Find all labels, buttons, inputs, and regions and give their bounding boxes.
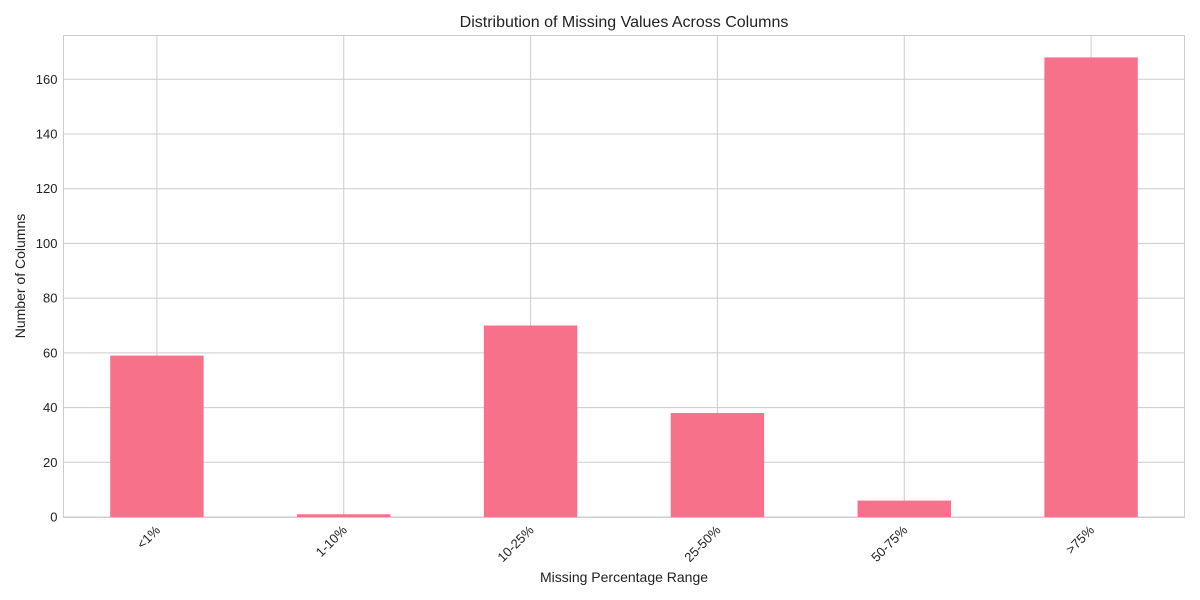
- x-tick-label: <1%: [134, 522, 164, 552]
- x-tick-label: 25-50%: [681, 522, 724, 565]
- chart-title: Distribution of Missing Values Across Co…: [460, 14, 789, 31]
- plot-area-frame: [63, 35, 1185, 518]
- bar: [297, 514, 391, 517]
- y-tick-label: 160: [36, 72, 58, 87]
- y-tick-label: 80: [43, 291, 57, 306]
- x-axis-ticks: <1% 1-10% 10-25% 25-50% 50-75% >75%: [134, 522, 1098, 565]
- y-tick-label: 40: [43, 400, 57, 415]
- y-tick-label: 60: [43, 345, 57, 360]
- x-tick-label: 50-75%: [868, 522, 911, 565]
- y-tick-label: 140: [36, 126, 58, 141]
- y-tick-label: 0: [50, 510, 57, 525]
- x-tick-label: >75%: [1063, 522, 1098, 557]
- bar: [670, 413, 765, 517]
- y-axis-ticks: 0 20 40 60 80 100 120 140 160: [36, 72, 58, 525]
- y-tick-label: 20: [43, 455, 57, 470]
- y-axis-label: Number of Columns: [12, 214, 28, 339]
- grid: [63, 35, 1185, 518]
- y-tick-label: 120: [36, 181, 58, 196]
- x-tick-label: 1-10%: [313, 522, 350, 559]
- x-tick-label: 10-25%: [494, 522, 537, 565]
- bars: [110, 57, 1138, 518]
- bar: [483, 325, 578, 517]
- x-axis-label: Missing Percentage Range: [540, 569, 708, 585]
- bar: [1044, 57, 1138, 518]
- y-tick-label: 100: [36, 236, 58, 251]
- bar: [857, 500, 951, 517]
- bar: [110, 355, 204, 517]
